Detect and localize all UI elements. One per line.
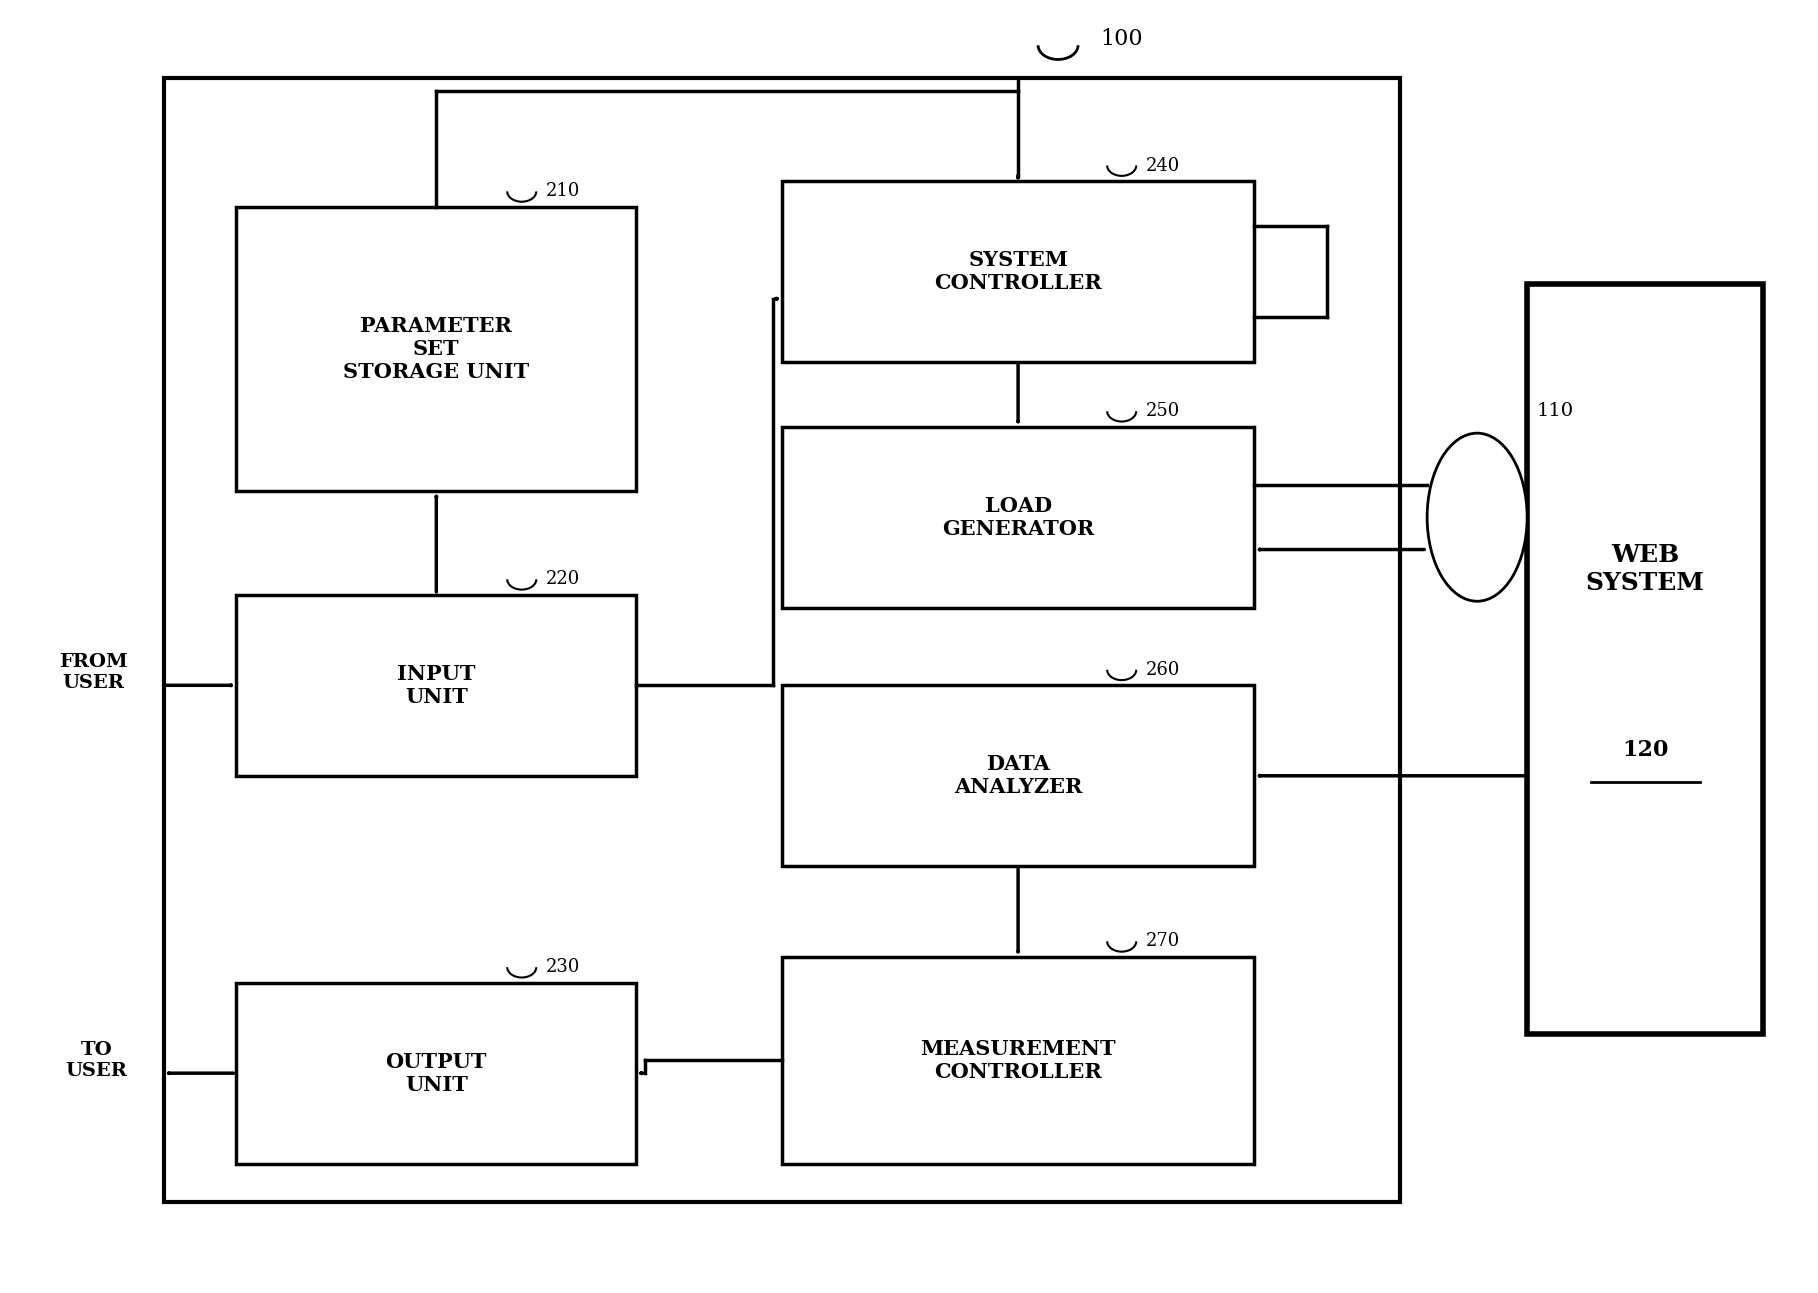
Text: FROM
USER: FROM USER bbox=[58, 653, 127, 692]
Text: DATA
ANALYZER: DATA ANALYZER bbox=[954, 754, 1082, 798]
Text: 120: 120 bbox=[1622, 738, 1669, 762]
Bar bbox=[236, 207, 636, 491]
Text: 240: 240 bbox=[1145, 156, 1180, 175]
Bar bbox=[164, 78, 1400, 1202]
Text: 260: 260 bbox=[1145, 661, 1180, 679]
Ellipse shape bbox=[1427, 433, 1527, 601]
Bar bbox=[1527, 284, 1763, 1034]
Text: 220: 220 bbox=[545, 570, 580, 588]
Text: INPUT
UNIT: INPUT UNIT bbox=[396, 663, 476, 707]
Text: PARAMETER
SET
STORAGE UNIT: PARAMETER SET STORAGE UNIT bbox=[344, 315, 529, 383]
Text: 110: 110 bbox=[1536, 402, 1573, 420]
Text: OUTPUT
UNIT: OUTPUT UNIT bbox=[385, 1051, 487, 1095]
Text: 100: 100 bbox=[1100, 27, 1142, 50]
Bar bbox=[782, 427, 1254, 608]
Bar bbox=[782, 181, 1254, 362]
Text: TO
USER: TO USER bbox=[65, 1041, 127, 1080]
Text: WEB
SYSTEM: WEB SYSTEM bbox=[1585, 543, 1705, 595]
Text: 250: 250 bbox=[1145, 402, 1180, 420]
Bar bbox=[236, 983, 636, 1164]
Text: 210: 210 bbox=[545, 182, 580, 200]
Bar bbox=[782, 685, 1254, 866]
Bar bbox=[782, 957, 1254, 1164]
Text: LOAD
GENERATOR: LOAD GENERATOR bbox=[942, 495, 1094, 539]
Text: SYSTEM
CONTROLLER: SYSTEM CONTROLLER bbox=[934, 250, 1102, 294]
Text: 230: 230 bbox=[545, 958, 580, 976]
Text: MEASUREMENT
CONTROLLER: MEASUREMENT CONTROLLER bbox=[920, 1038, 1116, 1082]
Bar bbox=[236, 595, 636, 776]
Text: 270: 270 bbox=[1145, 932, 1180, 950]
